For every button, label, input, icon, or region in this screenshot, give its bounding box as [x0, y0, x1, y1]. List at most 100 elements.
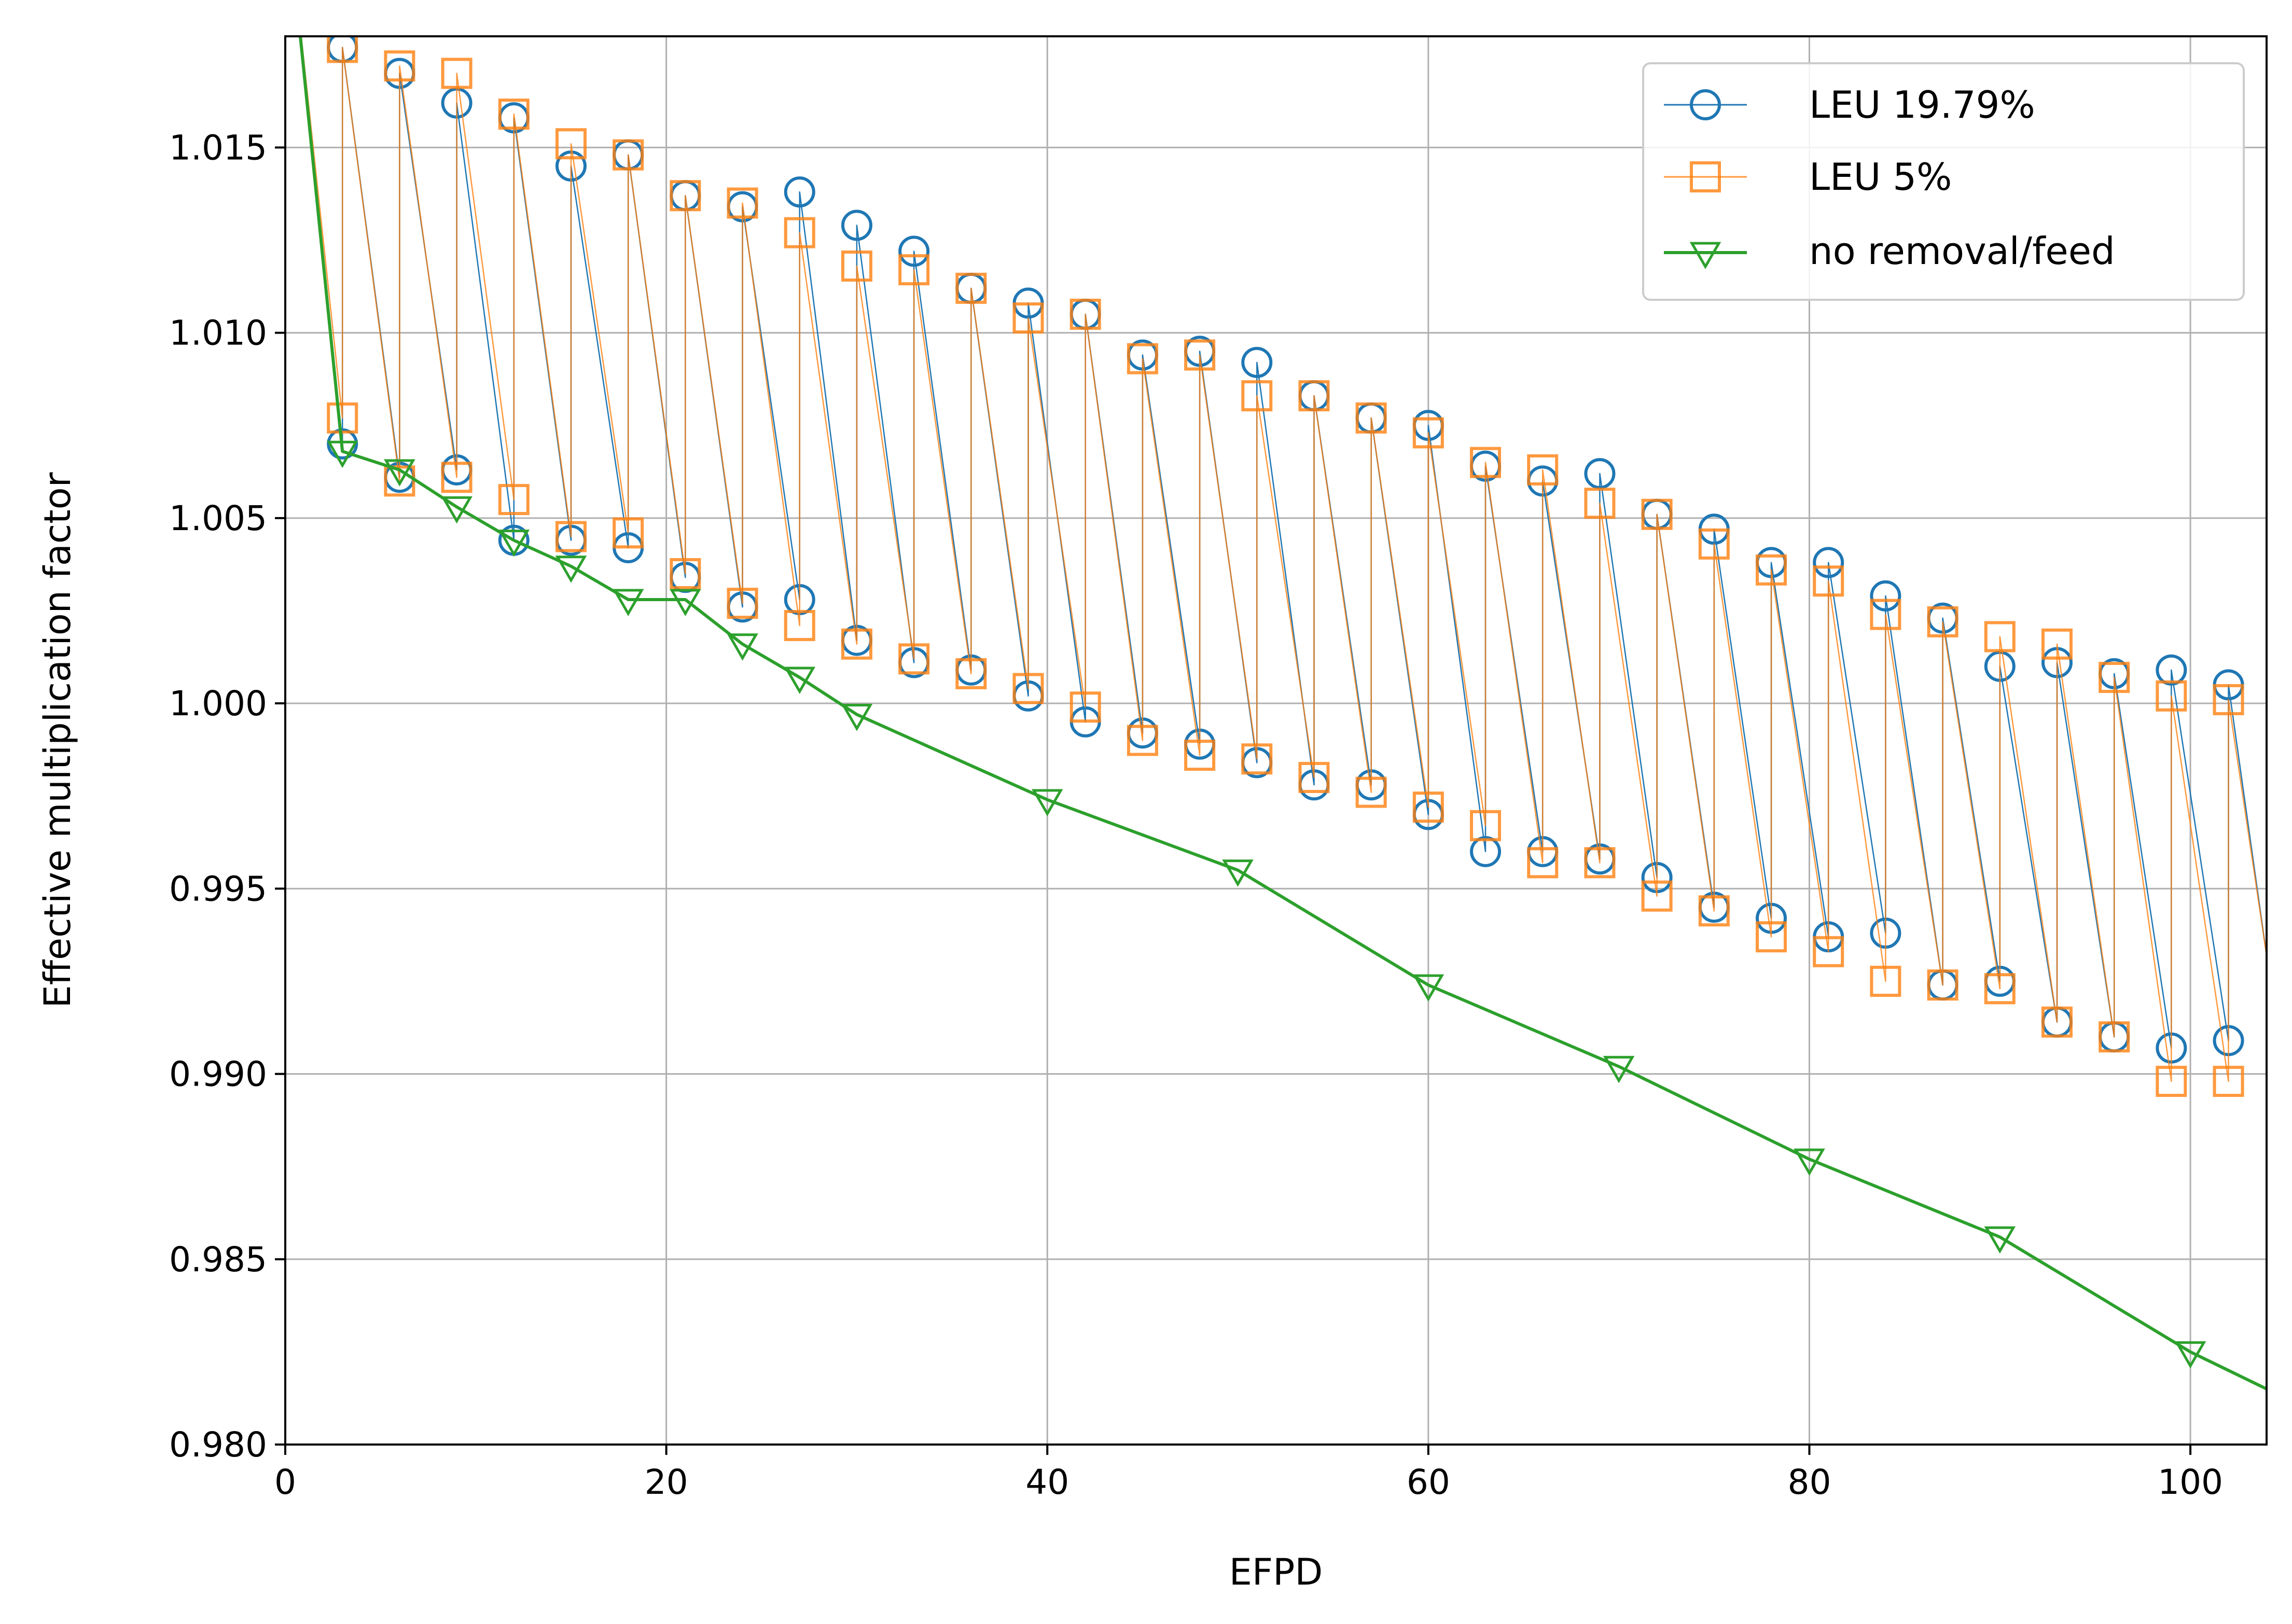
- data-point: [498, 99, 530, 130]
- data-point: [1127, 343, 1158, 374]
- data-point: [2099, 662, 2130, 693]
- y-axis-label: Effective multiplication factor: [36, 472, 79, 1008]
- data-point: [1584, 488, 1616, 519]
- data-point: [1870, 965, 1901, 997]
- y-tick-label: 0.985: [169, 1240, 267, 1280]
- data-point: [1355, 402, 1387, 434]
- data-point: [1069, 691, 1101, 723]
- data-point: [1641, 498, 1673, 530]
- data-point: [1603, 1056, 1635, 1084]
- data-point: [441, 462, 473, 493]
- data-point: [898, 643, 930, 675]
- y-tick-label: 0.990: [169, 1054, 267, 1094]
- data-point: [1355, 776, 1387, 808]
- x-tick-label: 40: [1025, 1462, 1069, 1502]
- data-point: [784, 217, 815, 248]
- legend-entry-leu-19-79: LEU 19.79%: [1664, 83, 2035, 127]
- y-tick-label: 0.980: [169, 1425, 267, 1465]
- data-point: [841, 703, 873, 731]
- data-point: [326, 440, 358, 468]
- data-point: [1584, 458, 1616, 490]
- data-point: [2041, 1006, 2073, 1038]
- legend-entry-leu-5: LEU 5%: [1664, 155, 1952, 199]
- data-point: [1031, 789, 1063, 816]
- data-point: [784, 610, 815, 642]
- data-point: [955, 272, 987, 304]
- x-tick-label: 100: [2158, 1462, 2223, 1502]
- data-point: [2099, 1021, 2130, 1053]
- data-point: [555, 556, 587, 583]
- data-point: [498, 530, 530, 557]
- data-point: [1412, 417, 1444, 449]
- series-layer: [298, 36, 2267, 1391]
- data-point: [498, 484, 530, 516]
- data-point: [955, 658, 987, 689]
- data-point: [327, 428, 358, 460]
- data-point: [841, 210, 872, 241]
- data-point: [1412, 974, 1444, 1002]
- data-point: [784, 176, 815, 208]
- data-point: [1470, 836, 1502, 867]
- data-point: [1184, 339, 1216, 371]
- data-point: [841, 628, 872, 660]
- y-tick-label: 1.015: [169, 128, 267, 168]
- data-point: [384, 465, 415, 497]
- legend-triangle-marker-icon: [1689, 242, 1721, 269]
- x-axis-label: EFPD: [1229, 1551, 1323, 1593]
- data-point: [1222, 859, 1254, 887]
- data-point: [1584, 847, 1616, 879]
- data-point: [555, 521, 587, 552]
- data-point: [1794, 1148, 1825, 1176]
- data-point: [784, 667, 816, 695]
- data-point: [1527, 454, 1559, 485]
- legend-entry-no-removal: no removal/feed: [1664, 229, 2115, 273]
- y-tick-label: 1.010: [169, 313, 267, 353]
- y-tick-label: 1.005: [169, 498, 267, 538]
- data-point: [1184, 740, 1216, 771]
- data-point: [441, 496, 473, 524]
- y-tick-label: 1.000: [169, 684, 267, 724]
- legend-circle-marker-icon: [1690, 89, 1721, 120]
- data-point: [1813, 547, 1844, 578]
- data-point: [1870, 580, 1901, 612]
- data-point: [612, 589, 644, 616]
- data-point: [2213, 684, 2244, 715]
- data-point: [1927, 969, 1958, 1001]
- x-tick-label: 60: [1407, 1462, 1450, 1502]
- data-point: [670, 180, 701, 212]
- x-tick-label: 0: [274, 1462, 296, 1502]
- data-point: [727, 588, 758, 619]
- data-point: [1984, 621, 2016, 653]
- data-point: [898, 235, 930, 267]
- plot-frame: [284, 35, 2268, 1446]
- series-line-no-removal: [298, 36, 2267, 1391]
- legend-label-leu-19-79: LEU 19.79%: [1809, 83, 2035, 127]
- data-point: [1127, 725, 1158, 756]
- data-point: [841, 250, 872, 282]
- x-axis: 0 20 40 60 80 100: [274, 1445, 2223, 1502]
- data-point: [384, 50, 415, 82]
- legend-box: [1642, 62, 2245, 301]
- data-point: [670, 558, 701, 589]
- data-point: [1698, 528, 1730, 560]
- data-point: [1012, 302, 1044, 334]
- data-point: [1813, 936, 1844, 967]
- data-point: [441, 58, 473, 89]
- data-point: [1241, 743, 1273, 775]
- data-point: [555, 128, 587, 160]
- data-point: [727, 187, 758, 219]
- data-point: [1298, 380, 1330, 412]
- data-point: [1870, 599, 1901, 630]
- y-tick-label: 0.995: [169, 869, 267, 909]
- data-point: [1984, 973, 2016, 1005]
- data-point: [1470, 447, 1502, 478]
- data-point: [1241, 346, 1273, 378]
- data-point: [2174, 1341, 2206, 1369]
- data-point: [2213, 1065, 2244, 1097]
- data-point: [2041, 628, 2073, 660]
- data-point: [327, 36, 358, 63]
- data-point: [384, 459, 415, 487]
- data-point: [2156, 1065, 2187, 1097]
- legend: LEU 19.79% LEU 5% no removal/feed: [1642, 62, 2245, 301]
